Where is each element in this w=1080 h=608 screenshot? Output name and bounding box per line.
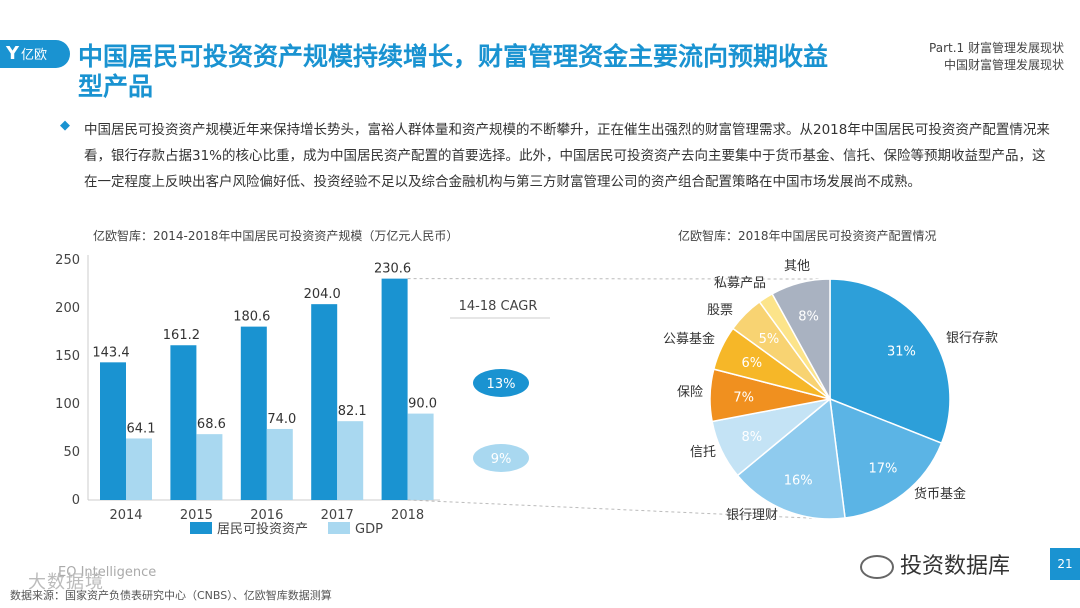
bar-chart-title: 亿欧智库：2014-2018年中国居民可投资资产规模（万亿元人民币） [93,229,459,243]
diamond-bullet-icon: ◆ [60,118,70,133]
bar [381,278,408,500]
bar [337,421,364,500]
bar-value-label: 68.6 [197,417,226,432]
wechat-icon [860,555,894,579]
y-tick-label: 0 [72,493,80,508]
pie-category-label: 保险 [677,385,703,400]
data-source: 数据来源：国家资产负债表研究中心（CNBS）、亿欧智库数据测算 [10,589,332,602]
y-tick-label: 200 [55,301,80,316]
bar [311,304,338,500]
pie-category-label: 股票 [707,303,733,318]
pie-percent-label: 8% [798,309,819,324]
pie-slice [829,397,943,519]
page-number: 21 [1050,548,1080,580]
legend-swatch [190,522,212,534]
pie-slice [829,278,951,445]
pie-percent-label: 6% [742,356,763,371]
bar-value-label: 230.6 [374,262,411,277]
y-tick-label: 100 [55,397,80,412]
bar-value-label: 64.1 [127,421,156,436]
bar-value-label: 204.0 [304,287,341,302]
wechat-name: 投资数据库 [900,554,1011,579]
bar-value-label: 180.6 [233,310,270,325]
pie-percent-label: 5% [759,332,780,347]
pie-percent-label: 17% [869,461,898,476]
section-indicator: Part.1 财富管理发展现状 中国财富管理发展现状 [929,40,1064,74]
bar [100,362,126,500]
bar-value-label: 90.0 [408,397,437,412]
yiou-logo: Y 亿欧 [0,40,70,68]
cagr-value: 9% [491,452,512,467]
pie-percent-label: 16% [784,473,813,488]
bar [170,345,197,500]
pie-percent-label: 7% [733,390,754,405]
pie-category-label: 货币基金 [914,486,966,502]
pie-category-label: 信托 [690,445,716,460]
x-tick-label: 2016 [250,508,283,523]
pie-category-label: 银行存款 [946,331,998,346]
legend-swatch [328,522,350,534]
pie-slice [736,397,846,520]
page-title: 中国居民可投资资产规模持续增长，财富管理资金主要流向预期收益型产品 [78,42,829,101]
bar [407,413,434,500]
pie-category-label: 私募产品 [714,276,766,291]
legend-label: GDP [355,522,383,537]
bar [240,326,267,500]
cagr-oval [473,444,529,472]
cagr-label: 14-18 CAGR [459,299,538,314]
bar-value-label: 74.0 [267,412,296,427]
logo-y-icon: Y [6,43,20,64]
pie-category-label: 其他 [784,259,810,274]
x-tick-label: 2017 [321,508,354,523]
wechat-account: 投资数据库 [860,548,1010,580]
x-tick-label: 2018 [391,508,424,523]
y-tick-label: 250 [55,253,80,268]
eo-intelligence-text: EO Intelligence [58,565,157,580]
x-tick-label: 2015 [180,508,213,523]
summary-paragraph: 中国居民可投资资产规模近年来保持增长势头，富裕人群体量和资产规模的不断攀升，正在… [84,122,1050,190]
cagr-value: 13% [487,377,516,392]
pie-percent-label: 8% [742,430,763,445]
cagr-oval [473,369,529,397]
legend-label: 居民可投资资产 [217,521,308,537]
logo-text: 亿欧 [21,48,48,63]
pie-percent-label: 31% [887,344,916,359]
pie-category-label: 公募基金 [663,331,715,347]
pie-category-label: 银行理财 [726,508,778,523]
part-line-1: Part.1 财富管理发展现状 [929,41,1064,55]
bar [196,434,223,500]
bar-value-label: 82.1 [338,404,367,419]
bar [126,438,152,500]
pie-slice [771,278,831,400]
watermark-text: 大数据境 [28,572,104,593]
y-tick-label: 50 [63,445,80,460]
part-line-2: 中国财富管理发展现状 [943,58,1064,72]
y-tick-label: 150 [55,349,80,364]
bar [266,428,293,500]
pie-chart-title: 亿欧智库：2018年中国居民可投资资产配置情况 [678,229,937,243]
bar-value-label: 161.2 [163,328,200,343]
x-tick-label: 2014 [109,508,142,523]
connector-line-bottom [407,499,831,520]
bar-value-label: 143.4 [92,345,129,360]
